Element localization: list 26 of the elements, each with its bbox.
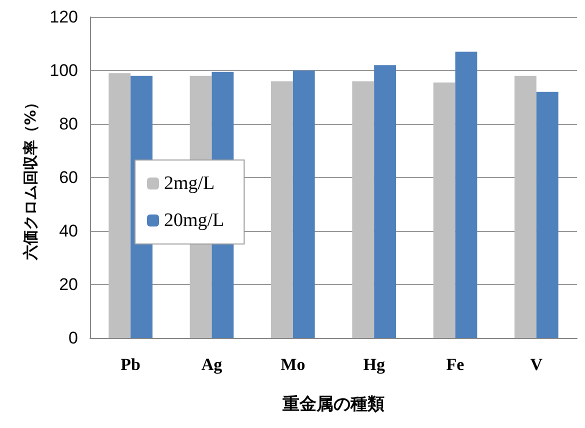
y-tick-label: 100 bbox=[50, 61, 78, 80]
bar bbox=[271, 81, 293, 338]
bar bbox=[352, 81, 374, 338]
y-tick-label: 0 bbox=[68, 328, 78, 348]
x-tick-label: Pb bbox=[120, 355, 141, 374]
x-tick-label: Fe bbox=[446, 355, 465, 374]
x-axis-title: 重金属の種類 bbox=[282, 394, 384, 414]
y-tick-label: 20 bbox=[59, 275, 78, 294]
x-tick-label: Ag bbox=[201, 355, 223, 374]
y-tick-label: 40 bbox=[59, 222, 78, 240]
bar bbox=[536, 92, 558, 338]
bar bbox=[374, 65, 396, 338]
bar bbox=[455, 52, 478, 338]
legend-label: 20mg/L bbox=[164, 210, 224, 231]
y-tick-label: 120 bbox=[50, 8, 78, 26]
x-tick-label: Hg bbox=[363, 355, 386, 374]
bar bbox=[514, 76, 536, 338]
bar bbox=[433, 82, 456, 338]
legend-label: 2mg/L bbox=[164, 173, 215, 194]
x-tick-label: Mo bbox=[280, 355, 306, 374]
y-tick-label: 60 bbox=[59, 168, 78, 187]
bar bbox=[292, 70, 315, 338]
x-tick-label: V bbox=[530, 355, 544, 374]
y-axis-title: 六価クロム回収率（%） bbox=[22, 94, 40, 262]
bar bbox=[108, 73, 131, 338]
y-tick-label: 80 bbox=[59, 114, 78, 134]
